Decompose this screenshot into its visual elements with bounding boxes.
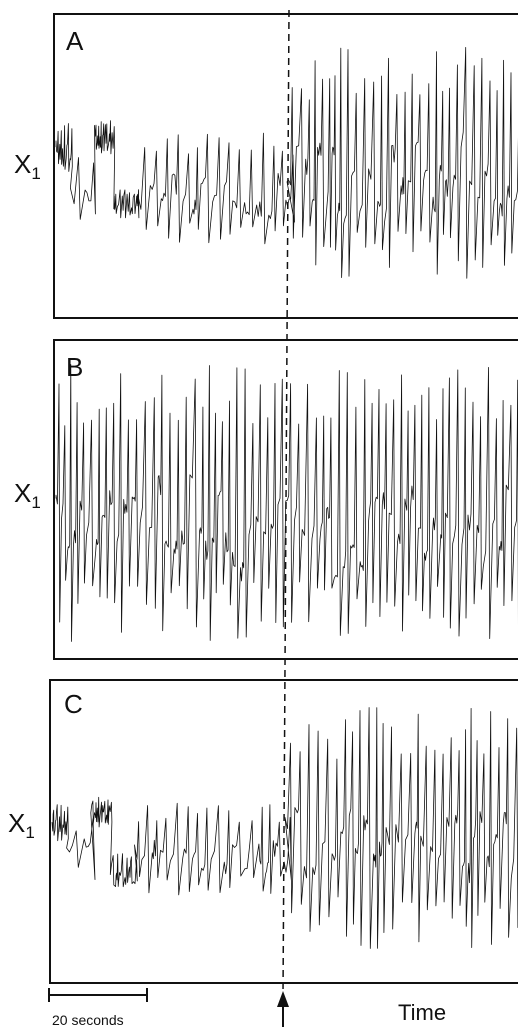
panel-b-trace [55, 364, 518, 642]
panel-b-ylabel-main: X [14, 478, 31, 508]
panel-a: A X1 [14, 13, 518, 319]
panel-c-ylabel: X1 [8, 808, 35, 842]
panel-c: C X1 [8, 679, 518, 984]
panel-a-trace [55, 47, 518, 279]
scale-bar: 20 seconds [48, 988, 148, 1028]
panel-c-ylabel-main: X [8, 808, 25, 838]
time-axis-label: Time [398, 1000, 446, 1025]
panel-a-ylabel: X1 [14, 149, 41, 183]
event-arrow-head-icon [277, 991, 289, 1007]
panel-c-frame [49, 679, 518, 984]
panel-c-trace [51, 707, 518, 949]
panel-b: B X1 [14, 339, 518, 660]
panel-c-ylabel-sub: 1 [25, 823, 34, 842]
event-dashed-line [282, 9, 290, 996]
panel-a-letter: A [66, 26, 84, 56]
panel-c-letter: C [64, 689, 83, 719]
scale-bar-label: 20 seconds [52, 1012, 124, 1028]
panel-b-letter: B [66, 352, 83, 382]
panel-b-ylabel-sub: 1 [31, 493, 40, 512]
event-arrow [277, 991, 289, 1027]
panel-b-ylabel: X1 [14, 478, 41, 512]
panel-a-ylabel-sub: 1 [31, 164, 40, 183]
panel-b-frame [53, 339, 518, 660]
panel-a-ylabel-main: X [14, 149, 31, 179]
